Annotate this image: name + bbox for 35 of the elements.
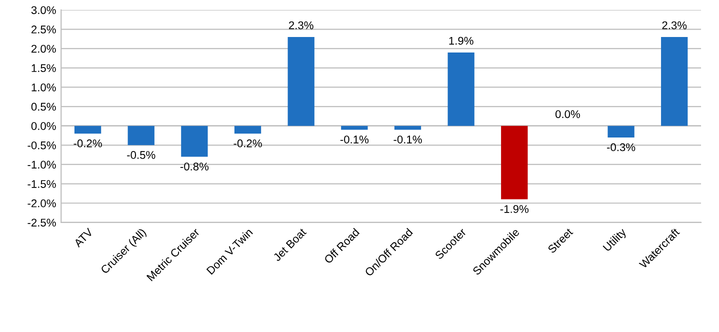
data-label: 2.3% — [288, 21, 314, 30]
y-tick-label: 1.0% — [32, 83, 56, 92]
y-tick-label: 2.0% — [31, 44, 56, 53]
bar — [234, 126, 262, 134]
data-label: -0.2% — [74, 139, 102, 148]
data-label: -0.5% — [127, 151, 156, 159]
data-label: -0.8% — [180, 162, 209, 170]
bar — [608, 126, 634, 138]
y-tick-label: -2.0% — [28, 199, 56, 208]
data-label: -0.3% — [607, 143, 636, 152]
y-tick-label: -2.5% — [28, 218, 56, 227]
data-label: 2.3% — [662, 21, 687, 30]
bar — [288, 37, 314, 126]
bar — [74, 126, 102, 134]
bar — [181, 126, 208, 157]
data-label: -0.1% — [340, 136, 369, 144]
y-tick-label: -1.0% — [28, 160, 56, 169]
y-tick-label: 1.5% — [32, 64, 56, 72]
data-label: -1.9% — [500, 205, 529, 213]
data-label: 0.0% — [555, 110, 580, 118]
y-tick-label: 0.5% — [31, 102, 56, 111]
y-tick-label: 2.5% — [31, 26, 56, 34]
data-label: -0.1% — [394, 136, 422, 144]
data-label: -0.2% — [234, 139, 262, 148]
y-tick-label: -1.5% — [28, 180, 56, 188]
bar — [448, 52, 474, 126]
bar — [394, 126, 422, 130]
bar — [661, 37, 688, 126]
y-tick-label: -0.5% — [28, 141, 56, 150]
bar — [341, 126, 368, 130]
data-label: 1.9% — [449, 36, 474, 45]
y-tick-label: 0.0% — [31, 122, 56, 130]
y-tick-label: 3.0% — [31, 6, 56, 14]
bar — [128, 126, 154, 146]
bar — [501, 126, 528, 200]
